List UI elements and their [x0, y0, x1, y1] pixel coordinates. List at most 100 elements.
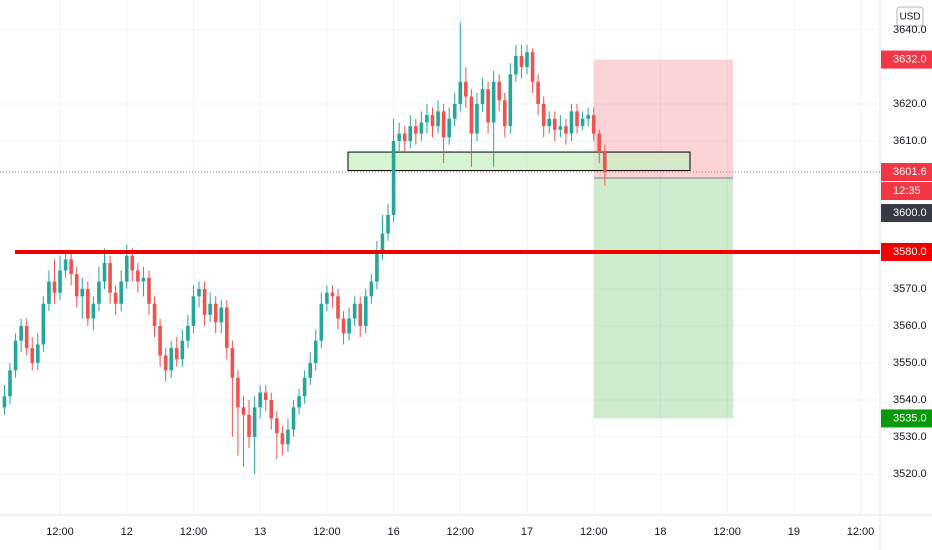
candle-body — [564, 126, 568, 134]
stop-label-box — [881, 50, 932, 69]
y-tick-label: 3640.0 — [893, 24, 927, 36]
candle-body — [275, 418, 279, 434]
y-tick-label: 3610.0 — [893, 135, 927, 147]
candle-body — [225, 307, 229, 349]
candle-body — [330, 292, 335, 297]
candle-body — [547, 118, 552, 127]
candle-body — [591, 115, 596, 134]
candle-body — [575, 111, 579, 127]
candle-body — [347, 318, 351, 334]
candle-body — [569, 111, 574, 134]
candle-body — [419, 122, 424, 134]
last-price-label: 3601.6 — [893, 166, 927, 178]
candle-body — [174, 348, 179, 360]
candle-body — [447, 118, 451, 138]
countdown: 12:35 — [893, 185, 921, 197]
candle-body — [464, 81, 468, 97]
candle-body — [530, 52, 535, 82]
candle-body — [486, 89, 490, 123]
candle-body — [86, 288, 90, 319]
candle-body — [280, 433, 285, 445]
candle-body — [230, 348, 235, 378]
candle-body — [119, 281, 123, 304]
candle-body — [258, 392, 262, 408]
candle-body — [136, 270, 140, 282]
candle-body — [386, 214, 390, 234]
currency[interactable]: USD — [899, 12, 920, 23]
y-tick-label: 3530.0 — [893, 431, 927, 443]
candle-body — [163, 355, 168, 371]
candle-body — [408, 126, 413, 141]
candle-body — [286, 429, 290, 445]
candle-body — [47, 281, 51, 304]
candle-body — [414, 126, 418, 134]
candle-body — [541, 103, 546, 127]
candle-body — [380, 233, 385, 252]
candle-body — [263, 392, 268, 400]
candle-body — [130, 255, 135, 271]
candle-body — [52, 281, 57, 293]
y-tick-label: 3560.0 — [893, 320, 927, 332]
hline-label: 3580.0 — [893, 246, 927, 258]
candle-body — [480, 89, 485, 104]
candle-body — [80, 288, 85, 297]
y-tick-label: 3620.0 — [893, 98, 927, 110]
candle-body — [369, 281, 374, 297]
candle-body — [13, 340, 18, 371]
candle-body — [108, 263, 112, 293]
candle-body — [91, 303, 96, 319]
candle-body — [302, 377, 307, 397]
candle-body — [102, 263, 107, 282]
candle-body — [113, 292, 118, 304]
candle-body — [241, 407, 246, 415]
candle-body — [458, 81, 463, 104]
y-tick-label: 3550.0 — [893, 357, 927, 369]
x-tick-label: 12:00 — [580, 526, 608, 538]
candle-body — [514, 55, 518, 75]
candle-body — [97, 281, 101, 304]
candle-body — [213, 303, 218, 323]
candle-body — [269, 399, 274, 419]
x-tick-label: 12:00 — [313, 526, 341, 538]
candle-body — [603, 152, 607, 173]
zone-rect — [347, 151, 691, 172]
candle-body — [58, 270, 62, 293]
x-tick-label: 12:00 — [713, 526, 741, 538]
candle-body — [247, 414, 251, 437]
candle-body — [525, 52, 529, 67]
candle-body — [202, 288, 207, 315]
x-tick-label: 12:00 — [180, 526, 208, 538]
y-tick-label: 3570.0 — [893, 283, 927, 295]
x-tick-label: 12:00 — [847, 526, 875, 538]
candle-body — [297, 396, 301, 408]
candle-body — [74, 274, 79, 297]
x-tick-label: 17 — [521, 526, 533, 538]
currency-badge[interactable] — [896, 6, 924, 27]
candle-body — [152, 303, 157, 326]
x-tick-label: 12 — [121, 526, 133, 538]
x-tick-label: 16 — [387, 526, 399, 538]
entry-label: 3600.0 — [893, 207, 927, 219]
candle-body — [19, 325, 23, 341]
candle-body — [508, 74, 513, 127]
candle-body — [147, 277, 151, 304]
candle-body — [358, 303, 363, 326]
candle-body — [558, 126, 563, 130]
hline-label-box — [881, 242, 932, 261]
candle-body — [124, 255, 129, 282]
candle-body — [452, 103, 457, 119]
candle-body — [441, 111, 446, 138]
target-label: 3535.0 — [893, 412, 927, 424]
candle-body — [319, 303, 324, 341]
candle-body — [325, 292, 329, 304]
candle-body — [469, 96, 474, 134]
candle-body — [363, 296, 368, 326]
candle-body — [375, 251, 379, 282]
candle-body — [208, 303, 212, 315]
target-zone — [594, 177, 733, 419]
candle-body — [597, 133, 602, 153]
candle-body — [352, 303, 357, 319]
countdown-box — [881, 182, 932, 201]
candle-body — [397, 133, 401, 141]
candle-body — [580, 118, 585, 127]
